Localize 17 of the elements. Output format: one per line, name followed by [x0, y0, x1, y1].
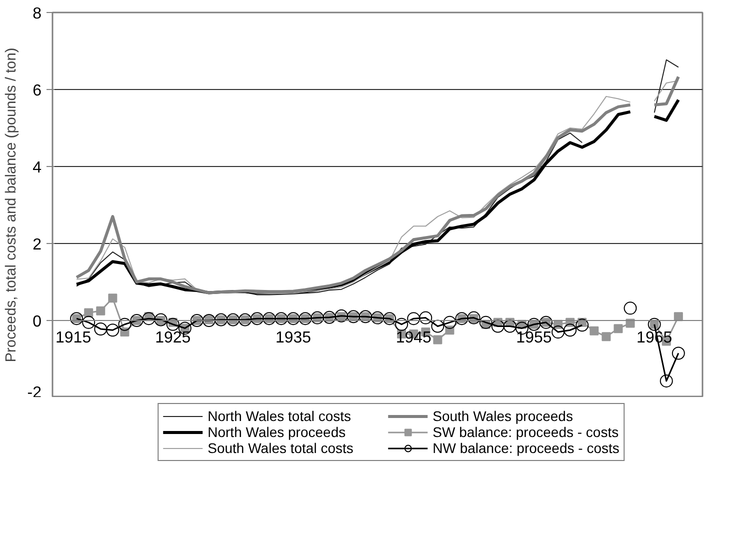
y-tick-label: 2 [32, 236, 42, 254]
x-tick-label: 1935 [275, 330, 312, 346]
x-tick-label: 1925 [155, 330, 191, 346]
y-tick-label: 4 [32, 160, 42, 176]
y-tick-label: 0 [32, 314, 42, 330]
x-tick-label: 1945 [396, 330, 432, 346]
legend-label: South Wales proceeds [432, 408, 574, 424]
legend-label: North Wales proceeds [208, 424, 347, 440]
legend-label: SW balance: proceeds - costs [432, 424, 619, 440]
legend-label: NW balance: proceeds - costs [432, 440, 620, 456]
legend-label: South Wales total costs [208, 440, 354, 456]
y-tick-label: 8 [32, 6, 42, 22]
legend-label: North Wales total costs [208, 408, 352, 424]
x-tick-label: 1955 [516, 330, 552, 346]
x-tick-label: 1915 [56, 330, 92, 346]
y-axis-title: Proceeds, total costs and balance (pounds / ton) [3, 48, 20, 362]
y-tick-label: 6 [32, 82, 42, 100]
